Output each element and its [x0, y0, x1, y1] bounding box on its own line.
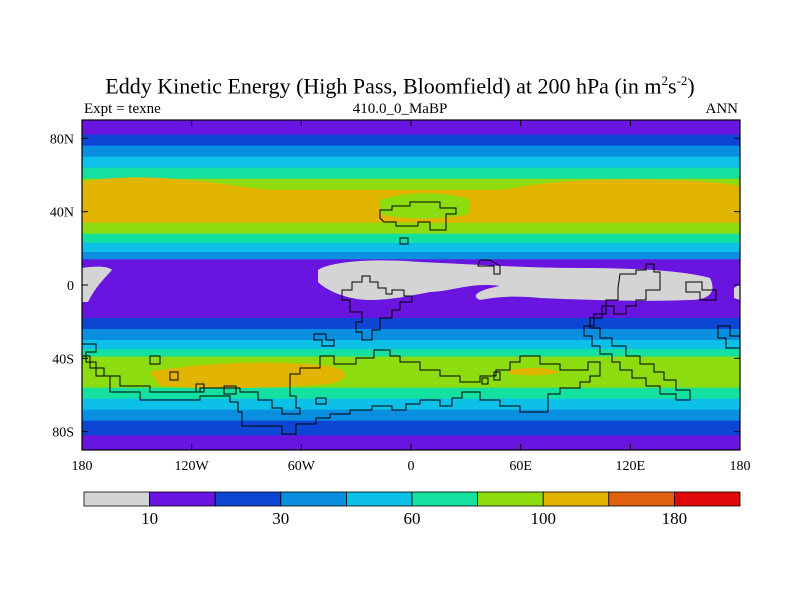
colorbar-label: 180	[662, 509, 688, 528]
contour-band	[82, 420, 740, 436]
contour-band	[82, 340, 740, 350]
latitude-axis: 80N 40N 0 40S 80S	[50, 132, 740, 441]
title-close: )	[687, 73, 695, 99]
contour-band	[82, 349, 740, 357]
colorbar-swatch	[214, 491, 282, 507]
lon-tick-label: 120E	[616, 459, 646, 474]
contour-band	[82, 409, 740, 422]
contour-band	[82, 318, 740, 330]
colorbar-label: 60	[404, 509, 421, 528]
colorbar-swatch	[149, 491, 216, 507]
contour-band	[82, 145, 740, 158]
colorbar-label: 30	[272, 509, 289, 528]
contour-band	[82, 242, 740, 253]
colorbar-swatch	[608, 491, 675, 507]
contour-band	[82, 178, 740, 191]
contour-overlay	[82, 177, 740, 435]
title-sup-2: -2	[676, 73, 688, 88]
contour-band	[82, 134, 740, 147]
colorbar-swatch	[542, 491, 610, 507]
colorbar: 10 30 60 100 180	[83, 491, 741, 528]
lon-tick-label: 120W	[175, 459, 210, 474]
lat-tick-label: 40N	[50, 206, 74, 221]
plot-title: Eddy Kinetic Energy (High Pass, Bloomfie…	[0, 68, 800, 99]
time-label: 410.0_0_MaBP	[352, 101, 448, 117]
colorbar-swatch	[345, 491, 413, 507]
contour-band	[82, 435, 740, 450]
lat-tick-label: 80S	[52, 426, 74, 441]
season-label: ANN	[705, 101, 739, 117]
lon-tick-label: 0	[408, 459, 415, 474]
equatorial-low-east-edge	[734, 284, 740, 300]
colorbar-label: 10	[141, 509, 158, 528]
contour-band	[82, 387, 740, 400]
contour-band	[82, 222, 740, 235]
colorbar-label: 100	[530, 509, 556, 528]
sh-jet-small	[510, 367, 560, 376]
lon-tick-label: 60E	[509, 459, 532, 474]
colorbar-swatch	[411, 491, 478, 507]
lon-tick-label: 180	[72, 459, 93, 474]
colorbar-swatch	[280, 491, 347, 507]
longitude-axis: 180 120W 60W 0 60E 120E 180	[72, 120, 751, 474]
equatorial-low-main	[318, 260, 713, 301]
colorbar-swatch	[674, 491, 741, 507]
contour-band	[82, 120, 740, 136]
title-mid: s	[668, 73, 677, 99]
lat-tick-label: 80N	[50, 132, 74, 147]
contour-band	[82, 167, 740, 180]
lon-tick-label: 180	[730, 459, 751, 474]
contour-band	[82, 329, 740, 341]
continent-outlines	[82, 201, 740, 435]
lon-tick-label: 60W	[288, 459, 316, 474]
lat-tick-label: 40S	[52, 352, 74, 367]
sh-jet	[150, 362, 345, 389]
lat-tick-label: 0	[67, 279, 74, 294]
contour-band	[82, 233, 740, 244]
nh-jet-east	[470, 179, 740, 218]
nh-jet-west	[82, 177, 380, 214]
contour-band	[82, 156, 740, 169]
colorbar-swatch	[83, 491, 150, 507]
contour-band	[82, 252, 740, 260]
title-sup-1: 2	[661, 73, 669, 88]
colorbar-swatch	[477, 491, 544, 507]
experiment-label: Expt = texne	[84, 101, 161, 117]
equatorial-low-west	[82, 266, 112, 302]
nh-green-tongue	[380, 193, 470, 219]
title-text: Eddy Kinetic Energy (High Pass, Bloomfie…	[105, 73, 662, 99]
